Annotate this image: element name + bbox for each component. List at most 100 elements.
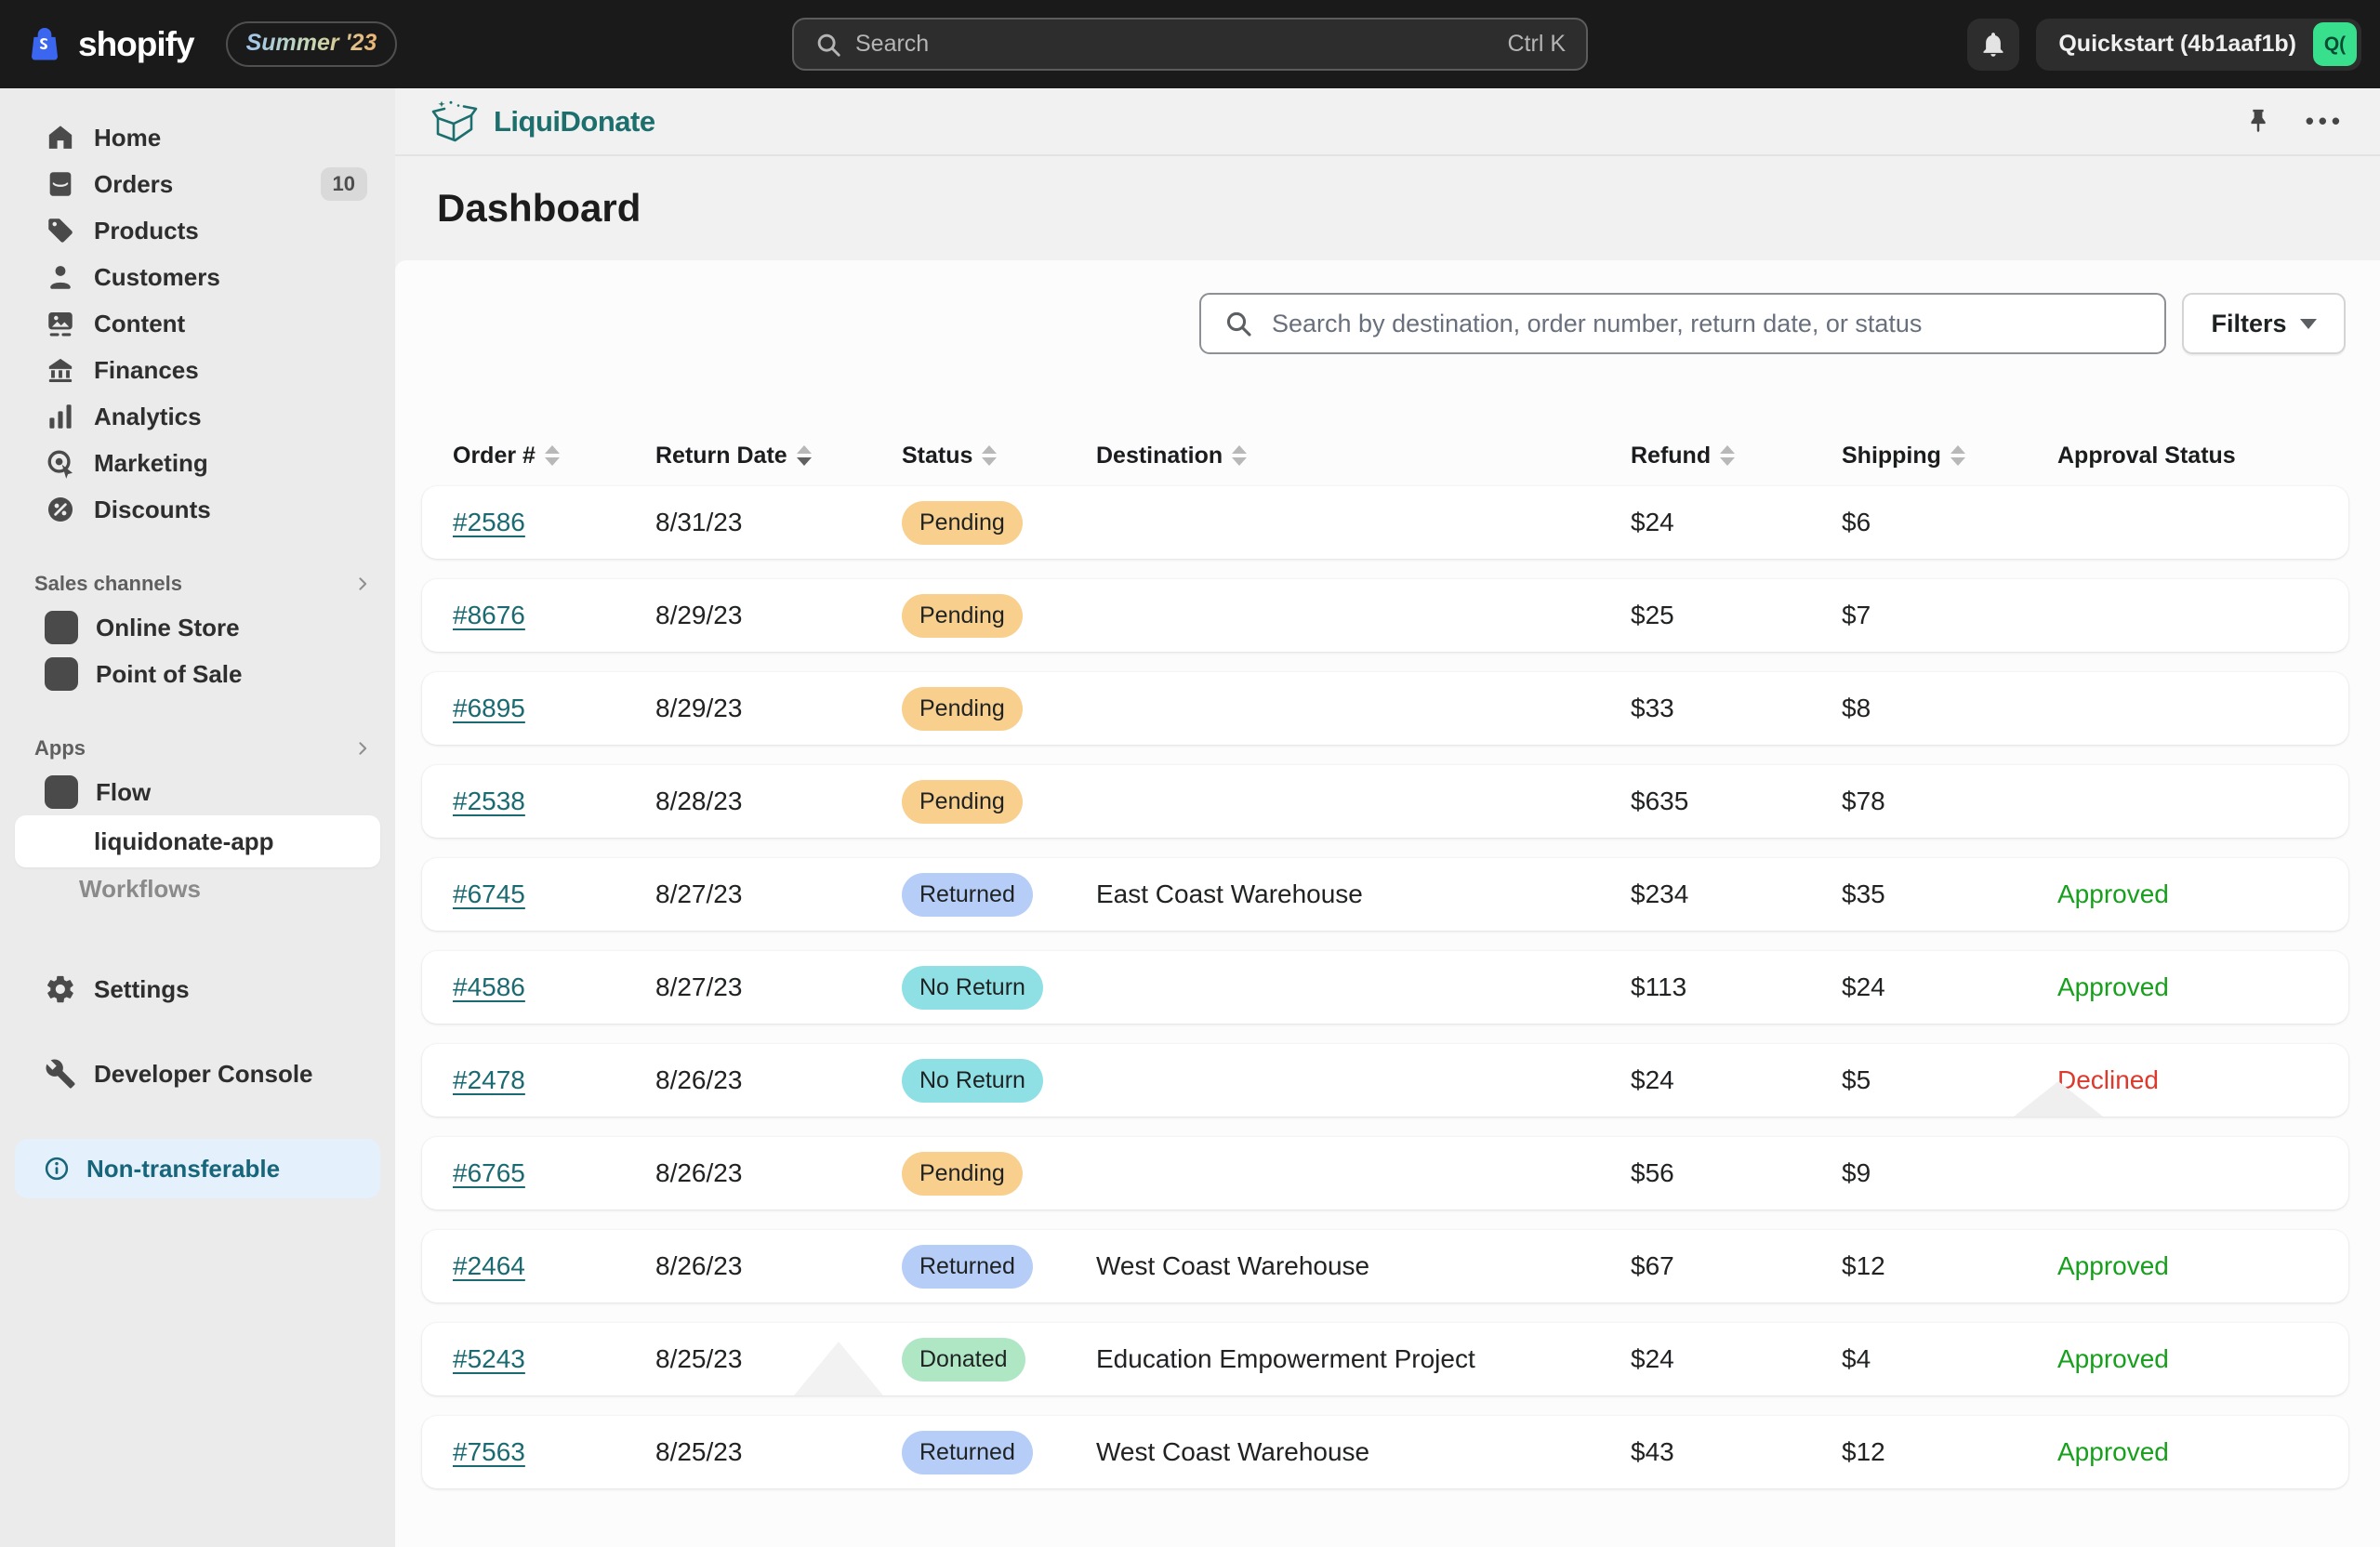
- order-link[interactable]: #2538: [453, 787, 525, 815]
- return-date-cell: 8/29/23: [655, 601, 743, 629]
- sidebar-item-label: Orders: [94, 169, 174, 198]
- refund-cell: $24: [1631, 1344, 1674, 1373]
- app-name: LiquiDonate: [494, 104, 655, 138]
- order-link[interactable]: #6765: [453, 1158, 525, 1187]
- shipping-cell: $78: [1842, 787, 1885, 815]
- marketing-icon: [45, 447, 76, 479]
- store-icon: [45, 611, 78, 644]
- sidebar-item-marketing[interactable]: Marketing: [15, 440, 380, 486]
- order-link[interactable]: #6745: [453, 879, 525, 908]
- sidebar-item-content[interactable]: Content: [15, 300, 380, 347]
- sidebar-item-flow[interactable]: Flow: [15, 769, 380, 815]
- column-label: Destination: [1096, 442, 1223, 469]
- table-row: #2464 8/26/23 Returned West Coast Warehouse…: [422, 1230, 2348, 1302]
- table-toolbar: Filters: [395, 293, 2346, 354]
- column-header-order-[interactable]: Order #: [453, 443, 655, 469]
- table-row: #2478 8/26/23 No Return $24 $5 Declined: [422, 1044, 2348, 1117]
- sidebar-item-workflows[interactable]: Workflows: [15, 867, 380, 910]
- column-header-approval-status: Approval Status: [2057, 443, 2318, 469]
- info-icon: [43, 1155, 71, 1183]
- page-header: Dashboard: [395, 156, 2380, 260]
- status-cell: No Return: [902, 1058, 1096, 1103]
- status-badge: Pending: [902, 500, 1023, 545]
- sort-icon: [796, 445, 812, 466]
- status-cell: Pending: [902, 1151, 1096, 1196]
- notifications-button[interactable]: [1967, 18, 2020, 71]
- table-row: #4586 8/27/23 No Return $113 $24 Approved: [422, 951, 2348, 1024]
- flow-icon: [45, 775, 78, 809]
- store-menu-button[interactable]: Quickstart (4b1aaf1b) Q(: [2036, 18, 2361, 71]
- order-link[interactable]: #2478: [453, 1065, 525, 1094]
- table-row: #2538 8/28/23 Pending $635 $78: [422, 765, 2348, 838]
- non-transferable-badge[interactable]: Non-transferable: [15, 1139, 380, 1198]
- status-cell: Pending: [902, 686, 1096, 731]
- global-search-bar[interactable]: Search Ctrl K: [792, 18, 1588, 71]
- sidebar-item-products[interactable]: Products: [15, 207, 380, 254]
- column-header-destination[interactable]: Destination: [1096, 443, 1631, 469]
- search-icon: [1223, 309, 1253, 338]
- order-link[interactable]: #7563: [453, 1437, 525, 1466]
- column-header-status[interactable]: Status: [902, 443, 1096, 469]
- order-link[interactable]: #6895: [453, 694, 525, 722]
- more-options-icon[interactable]: •••: [2305, 107, 2345, 135]
- sidebar-item-home[interactable]: Home: [15, 114, 380, 161]
- shopify-logo[interactable]: shopify Summer '23: [0, 21, 398, 67]
- sidebar-item-analytics[interactable]: Analytics: [15, 393, 380, 440]
- pin-icon[interactable]: [2244, 108, 2272, 136]
- approval-status-cell: Approved: [2057, 972, 2169, 1001]
- sidebar-item-settings[interactable]: Settings: [15, 966, 380, 1012]
- order-cell: #2464: [453, 1251, 655, 1281]
- topbar: shopify Summer '23 Search Ctrl K Quickst…: [0, 0, 2380, 88]
- order-link[interactable]: #8676: [453, 601, 525, 629]
- pos-icon: [45, 657, 78, 691]
- order-cell: #2478: [453, 1065, 655, 1095]
- sidebar-item-liquidonate-app[interactable]: liquidonate-app: [15, 815, 380, 867]
- refund-cell: $43: [1631, 1437, 1674, 1466]
- sidebar-item-online-store[interactable]: Online Store: [15, 604, 380, 651]
- column-label: Status: [902, 442, 973, 469]
- sidebar-item-developer-console[interactable]: Developer Console: [15, 1051, 380, 1097]
- order-link[interactable]: #2586: [453, 508, 525, 536]
- sidebar-section-sales-channels[interactable]: Sales channels: [15, 565, 380, 602]
- sidebar-item-label: Products: [94, 216, 199, 245]
- page-title: Dashboard: [437, 186, 641, 230]
- bell-icon: [1979, 31, 2007, 59]
- column-header-refund[interactable]: Refund: [1631, 443, 1842, 469]
- sidebar-item-finances[interactable]: Finances: [15, 347, 380, 393]
- status-cell: Pending: [902, 779, 1096, 824]
- column-header-shipping[interactable]: Shipping: [1842, 443, 2057, 469]
- search-shortcut: Ctrl K: [1507, 31, 1567, 57]
- sidebar-item-discounts[interactable]: Discounts: [15, 486, 380, 533]
- table-search[interactable]: [1199, 293, 2166, 354]
- sidebar-item-label: Online Store: [96, 613, 240, 641]
- tooltip-arrow: [2014, 1081, 2103, 1117]
- status-badge: Returned: [902, 872, 1033, 917]
- filters-button[interactable]: Filters: [2182, 293, 2346, 354]
- sidebar-item-orders[interactable]: Orders 10: [15, 161, 380, 207]
- order-link[interactable]: #2464: [453, 1251, 525, 1280]
- order-link[interactable]: #5243: [453, 1344, 525, 1373]
- sidebar-item-point-of-sale[interactable]: Point of Sale: [15, 651, 380, 697]
- table-search-input[interactable]: [1270, 308, 2142, 339]
- sidebar-item-label: Marketing: [94, 448, 208, 477]
- destination-cell: West Coast Warehouse: [1096, 1437, 1370, 1466]
- liquidonate-logo: LiquiDonate: [430, 99, 655, 144]
- status-cell: No Return: [902, 965, 1096, 1010]
- column-label: Shipping: [1842, 442, 1941, 469]
- status-cell: Returned: [902, 1244, 1096, 1289]
- return-date-cell: 8/27/23: [655, 879, 743, 908]
- orders-icon: [45, 168, 76, 200]
- table-row: #6745 8/27/23 Returned East Coast Warehouse…: [422, 858, 2348, 931]
- status-badge: No Return: [902, 1058, 1043, 1103]
- return-date-cell: 8/27/23: [655, 972, 743, 1001]
- sidebar-item-customers[interactable]: Customers: [15, 254, 380, 300]
- return-date-cell: 8/29/23: [655, 694, 743, 722]
- column-label: Order #: [453, 442, 536, 469]
- order-link[interactable]: #4586: [453, 972, 525, 1001]
- sidebar-section-apps[interactable]: Apps: [15, 730, 380, 767]
- finances-icon: [45, 354, 76, 386]
- approval-status-cell: Approved: [2057, 1344, 2169, 1373]
- sidebar-item-label: Developer Console: [94, 1059, 313, 1088]
- status-cell: Pending: [902, 500, 1096, 545]
- column-header-return-date[interactable]: Return Date: [655, 443, 902, 469]
